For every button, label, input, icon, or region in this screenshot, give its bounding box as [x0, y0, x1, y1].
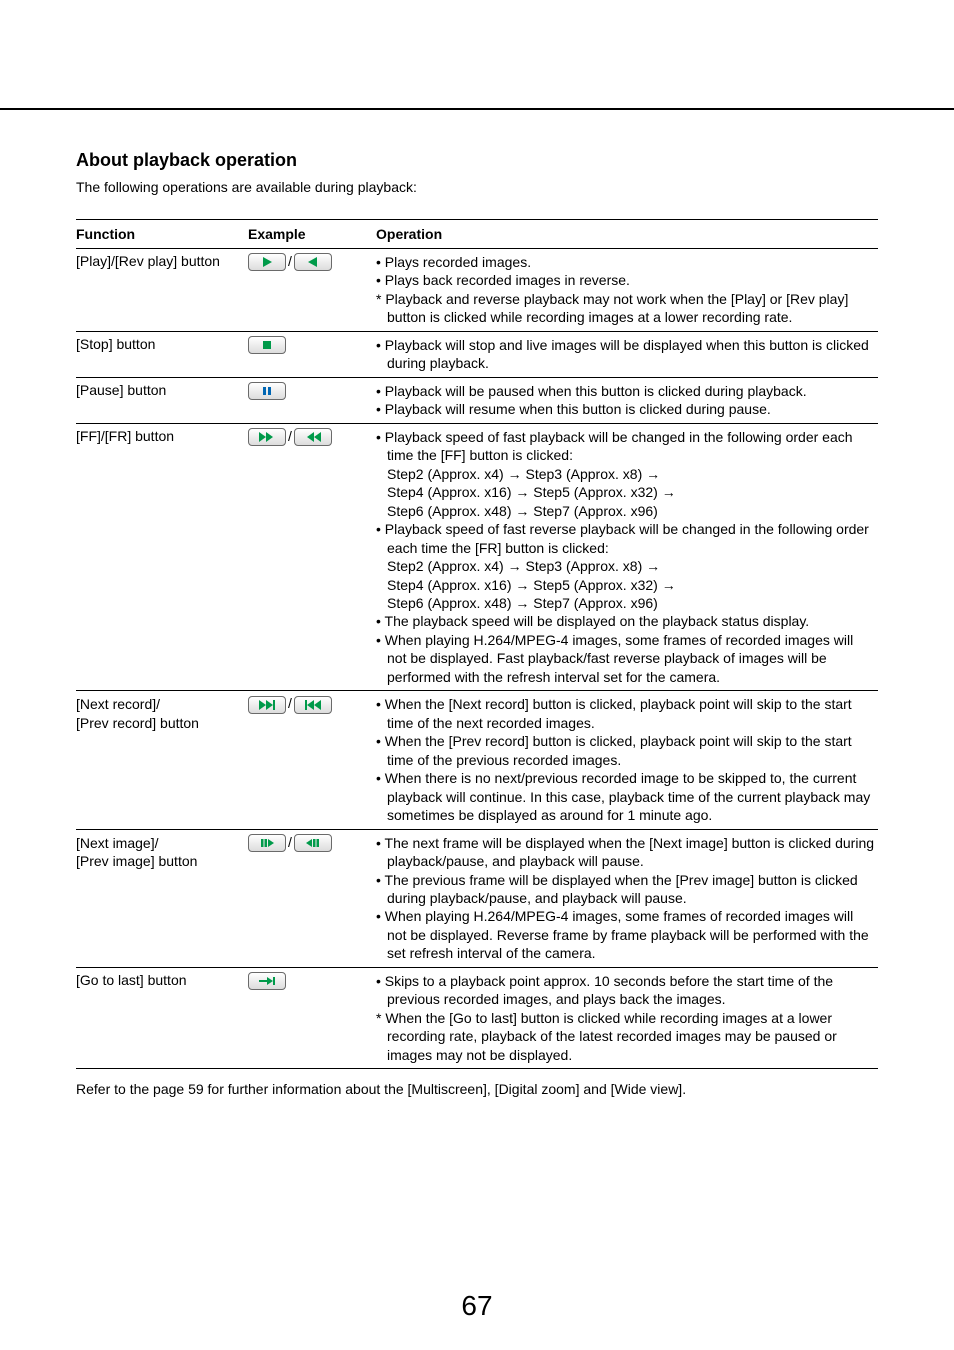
table-row: [Go to last] button • Skips to a playback…: [76, 967, 878, 1068]
table-row: [Play]/[Rev play] button / • Plays recorde…: [76, 249, 878, 332]
prev-record-icon: [294, 696, 332, 714]
page-number: 67: [0, 1290, 954, 1322]
rev-play-icon: [294, 253, 332, 271]
operation-cell: • Skips to a playback point approx. 10 s…: [376, 967, 878, 1068]
operation-line: Step2 (Approx. x4) → Step3 (Approx. x8) …: [376, 465, 874, 483]
operation-line: Step6 (Approx. x48) → Step7 (Approx. x96…: [376, 594, 874, 612]
operation-cell: • When the [Next record] button is click…: [376, 691, 878, 829]
example-cell: [248, 331, 376, 377]
example-cell: /: [248, 829, 376, 967]
operation-line: • When playing H.264/MPEG-4 images, some…: [376, 907, 874, 962]
operations-table: Function Example Operation [Play]/[Rev p…: [76, 219, 878, 1069]
operation-line: * When the [Go to last] button is clicke…: [376, 1009, 874, 1064]
table-row: [Stop] button • Playback will stop and li…: [76, 331, 878, 377]
operation-cell: • The next frame will be displayed when …: [376, 829, 878, 967]
table-row: [FF]/[FR] button / • Playback speed of fas…: [76, 423, 878, 691]
operation-cell: • Playback will be paused when this butt…: [376, 377, 878, 423]
table-row: [Pause] button • Playback will be paused …: [76, 377, 878, 423]
function-label: [Prev record] button: [76, 714, 244, 732]
function-cell: [Pause] button: [76, 377, 248, 423]
slash-separator: /: [286, 834, 294, 850]
ff-icon: [248, 428, 286, 446]
header-function: Function: [76, 220, 248, 249]
operation-line: • When playing H.264/MPEG-4 images, some…: [376, 631, 874, 686]
table-row: [Next record]/[Prev record] button / • Whe…: [76, 691, 878, 829]
operation-line: • The previous frame will be displayed w…: [376, 871, 874, 908]
fr-icon: [294, 428, 332, 446]
operation-line: • The playback speed will be displayed o…: [376, 612, 874, 630]
header-example: Example: [248, 220, 376, 249]
function-label: [Prev image] button: [76, 852, 244, 870]
operation-line: • Playback speed of fast reverse playbac…: [376, 520, 874, 557]
function-cell: [Go to last] button: [76, 967, 248, 1068]
function-label: [Next record]/: [76, 695, 244, 713]
example-cell: /: [248, 423, 376, 691]
operation-cell: • Playback speed of fast playback will b…: [376, 423, 878, 691]
header-operation: Operation: [376, 220, 878, 249]
operation-cell: • Plays recorded images.• Plays back rec…: [376, 249, 878, 332]
function-cell: [Next record]/[Prev record] button: [76, 691, 248, 829]
page-top-rule: [0, 108, 954, 110]
slash-separator: /: [286, 695, 294, 711]
function-cell: [Play]/[Rev play] button: [76, 249, 248, 332]
operation-line: • When there is no next/previous recorde…: [376, 769, 874, 824]
next-record-icon: [248, 696, 286, 714]
operation-line: • When the [Prev record] button is click…: [376, 732, 874, 769]
next-image-icon: [248, 834, 286, 852]
section-heading: About playback operation: [76, 150, 878, 171]
operation-line: • Playback will stop and live images wil…: [376, 336, 874, 373]
pause-icon: [248, 382, 286, 400]
operation-line: * Playback and reverse playback may not …: [376, 290, 874, 327]
operation-line: • The next frame will be displayed when …: [376, 834, 874, 871]
function-label: [Next image]/: [76, 834, 244, 852]
slash-separator: /: [286, 253, 294, 269]
example-cell: [248, 967, 376, 1068]
prev-image-icon: [294, 834, 332, 852]
operation-line: Step4 (Approx. x16) → Step5 (Approx. x32…: [376, 483, 874, 501]
operation-line: Step2 (Approx. x4) → Step3 (Approx. x8) …: [376, 557, 874, 575]
operation-line: • Plays back recorded images in reverse.: [376, 271, 874, 289]
footer-note: Refer to the page 59 for further informa…: [76, 1081, 878, 1097]
operation-line: • Playback speed of fast playback will b…: [376, 428, 874, 465]
operation-line: Step4 (Approx. x16) → Step5 (Approx. x32…: [376, 576, 874, 594]
play-icon: [248, 253, 286, 271]
intro-text: The following operations are available d…: [76, 179, 878, 195]
operation-cell: • Playback will stop and live images wil…: [376, 331, 878, 377]
example-cell: [248, 377, 376, 423]
stop-icon: [248, 336, 286, 354]
operation-line: • Playback will be paused when this butt…: [376, 382, 874, 400]
function-cell: [FF]/[FR] button: [76, 423, 248, 691]
example-cell: /: [248, 249, 376, 332]
operation-line: Step6 (Approx. x48) → Step7 (Approx. x96…: [376, 502, 874, 520]
example-cell: /: [248, 691, 376, 829]
operation-line: • Playback will resume when this button …: [376, 400, 874, 418]
slash-separator: /: [286, 428, 294, 444]
function-cell: [Next image]/[Prev image] button: [76, 829, 248, 967]
operation-line: • Skips to a playback point approx. 10 s…: [376, 972, 874, 1009]
operation-line: • When the [Next record] button is click…: [376, 695, 874, 732]
function-cell: [Stop] button: [76, 331, 248, 377]
go-to-last-icon: [248, 972, 286, 990]
table-row: [Next image]/[Prev image] button / • The n…: [76, 829, 878, 967]
operation-line: • Plays recorded images.: [376, 253, 874, 271]
page-content: About playback operation The following o…: [0, 0, 954, 1137]
